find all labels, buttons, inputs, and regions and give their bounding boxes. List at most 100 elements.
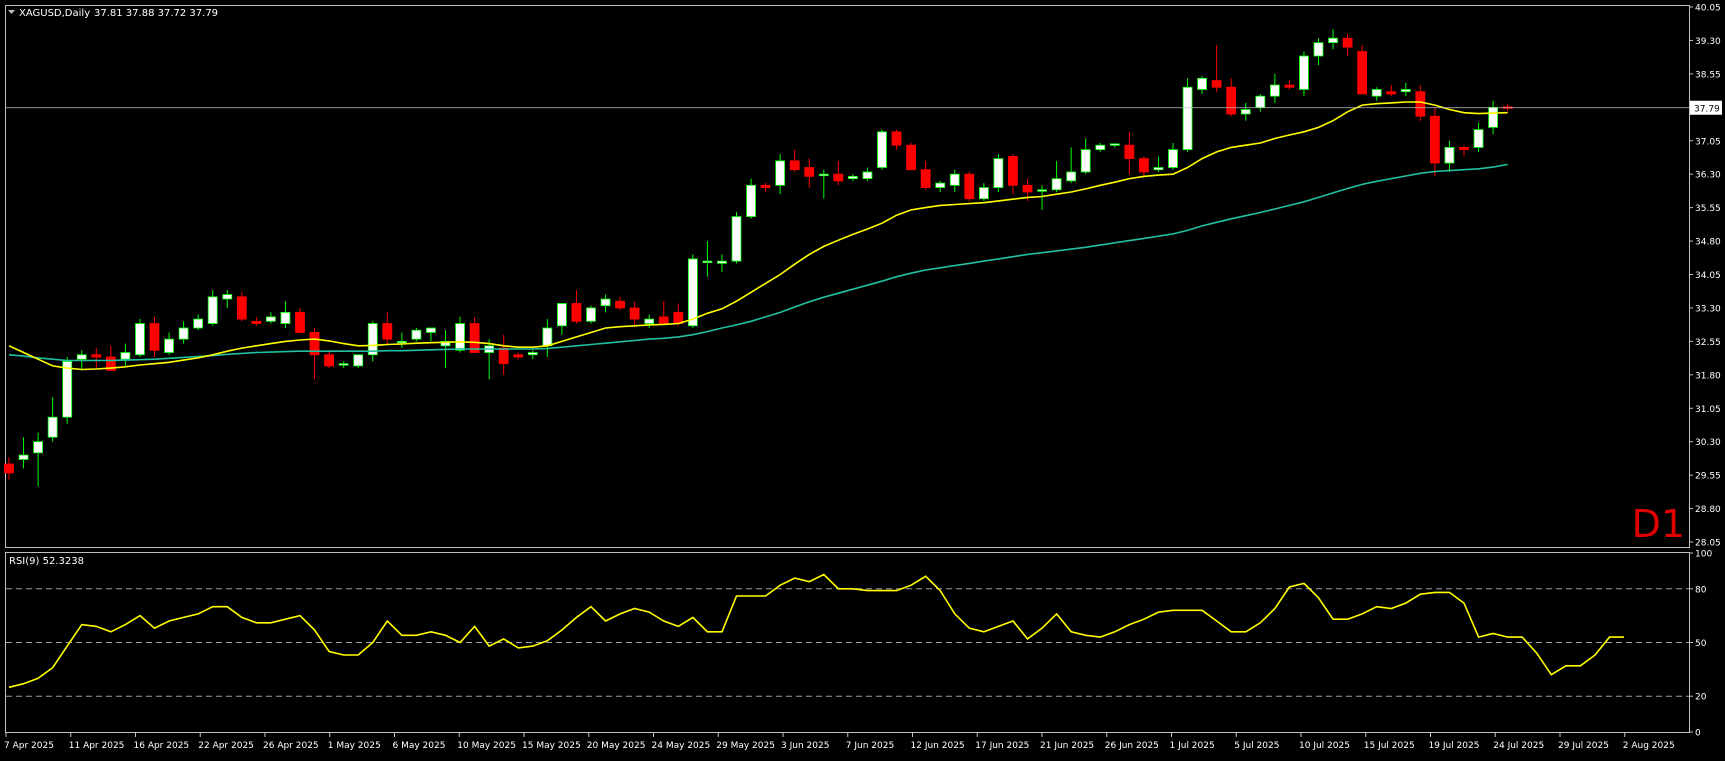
- candle-bull: [848, 176, 858, 180]
- candle-bull: [1182, 86, 1193, 151]
- candle-bull: [1255, 95, 1266, 108]
- time-tick-label: 10 Jul 2025: [1299, 741, 1350, 751]
- candle-bear: [571, 303, 582, 322]
- price-tick-label: 31.80: [1695, 371, 1721, 381]
- candle-bull: [1197, 77, 1207, 90]
- candle-bull: [207, 296, 218, 324]
- time-tick-label: 29 May 2025: [716, 741, 775, 751]
- moving-averages-layer: [8, 101, 1508, 371]
- candle-bull: [455, 323, 465, 351]
- candle-bull: [1109, 143, 1120, 146]
- candle-bear: [149, 323, 160, 351]
- candle-bull: [818, 173, 829, 177]
- candle-bull: [600, 298, 611, 307]
- candle-bear: [1284, 84, 1295, 88]
- candle-bear: [1386, 91, 1397, 95]
- rsi-tick-label: 20: [1695, 693, 1707, 703]
- rsi-tick-label: 80: [1695, 585, 1707, 595]
- time-tick-label: 22 Apr 2025: [198, 741, 254, 751]
- candle-bull: [353, 354, 364, 367]
- candle-bull: [877, 131, 887, 168]
- candle-bull: [62, 361, 73, 418]
- candle-bull: [1095, 144, 1106, 151]
- candle-bull: [396, 340, 407, 344]
- time-tick-label: 17 Jun 2025: [975, 741, 1029, 751]
- candle-bull: [644, 318, 655, 324]
- ma-slow-line: [8, 163, 1508, 362]
- candle-bull: [33, 441, 43, 454]
- time-tick-label: 29 Jul 2025: [1558, 741, 1609, 751]
- candle-bear: [804, 167, 815, 177]
- candle-bull: [222, 294, 233, 300]
- candle-bull: [1240, 109, 1251, 115]
- candle-bear: [891, 131, 902, 146]
- candle-bull: [687, 258, 698, 327]
- time-tick-label: 10 May 2025: [457, 741, 516, 751]
- time-tick-label: 20 May 2025: [587, 741, 646, 751]
- candle-bear: [498, 347, 509, 365]
- candle-bear: [833, 173, 844, 182]
- candle-bear: [251, 320, 262, 324]
- candle-bull: [440, 340, 451, 347]
- candle-bull: [1153, 167, 1164, 171]
- rsi-tick-label: 0: [1695, 729, 1701, 739]
- candle-bull: [731, 216, 742, 262]
- candle-bull: [426, 327, 436, 333]
- candle-bull: [18, 454, 29, 460]
- time-tick-label: 3 Jun 2025: [781, 741, 829, 751]
- time-tick-label: 24 Jul 2025: [1493, 741, 1544, 751]
- triangle-down-icon[interactable]: [8, 10, 15, 14]
- candle-bear: [382, 323, 393, 340]
- candle-bull: [367, 323, 378, 356]
- price-tick-label: 37.05: [1695, 137, 1721, 147]
- candle-bull: [265, 316, 276, 322]
- candle-bear: [324, 354, 335, 367]
- time-tick-label: 19 Jul 2025: [1429, 741, 1480, 751]
- price-tick-label: 30.30: [1695, 438, 1721, 448]
- candle-bull: [164, 338, 174, 353]
- candle-bull: [542, 327, 553, 347]
- time-tick-label: 15 May 2025: [522, 741, 581, 751]
- rsi-label: RSI(9) 52.3238: [9, 556, 84, 567]
- time-tick-label: 26 Jun 2025: [1105, 741, 1159, 751]
- time-tick-label: 6 May 2025: [393, 741, 446, 751]
- candle-bull: [1444, 147, 1455, 164]
- price-tick-label: 29.55: [1695, 472, 1721, 482]
- price-tick-label: 33.30: [1695, 304, 1721, 314]
- candle-bear: [789, 160, 800, 171]
- candle-bull: [411, 329, 422, 340]
- candle-bull: [586, 307, 596, 322]
- candle-bear: [1022, 184, 1033, 193]
- candle-bull: [978, 187, 989, 200]
- time-tick-label: 7 Apr 2025: [4, 741, 54, 751]
- ohlc-header: 37.81 37.88 37.72 37.79: [94, 8, 218, 19]
- candle-bull: [1066, 171, 1077, 182]
- candle-bear: [236, 296, 247, 320]
- time-tick-label: 1 Jul 2025: [1170, 741, 1215, 751]
- rsi-tick-label: 50: [1695, 639, 1707, 649]
- candle-bull: [338, 363, 349, 366]
- candle-bull: [775, 160, 786, 186]
- candle-bear: [309, 332, 320, 356]
- timeframe-badge: D1: [1632, 502, 1685, 546]
- candle-bull: [557, 303, 567, 327]
- current-price-label: 37.79: [1694, 104, 1720, 114]
- candle-bear: [1357, 51, 1368, 95]
- candle-bull: [717, 260, 727, 264]
- time-tick-label: 15 Jul 2025: [1364, 741, 1415, 751]
- candle-bear: [469, 323, 480, 353]
- time-tick-label: 21 Jun 2025: [1040, 741, 1094, 751]
- candle-bear: [906, 144, 916, 171]
- rsi-line: [8, 573, 1625, 689]
- candle-bull: [47, 416, 58, 438]
- main-pane-frame: [5, 5, 1690, 548]
- candle-bull: [1371, 89, 1382, 97]
- current-price-box: [1690, 100, 1722, 115]
- time-axis: 7 Apr 2025 11 Apr 2025 16 Apr 2025 22 Apr 2…: [4, 733, 1675, 751]
- time-tick-label: 7 Jun 2025: [846, 741, 894, 751]
- candle-bull: [1168, 149, 1178, 168]
- candle-bull: [1051, 178, 1062, 191]
- time-tick-label: 5 Jul 2025: [1234, 741, 1279, 751]
- candle-bull: [1269, 84, 1280, 97]
